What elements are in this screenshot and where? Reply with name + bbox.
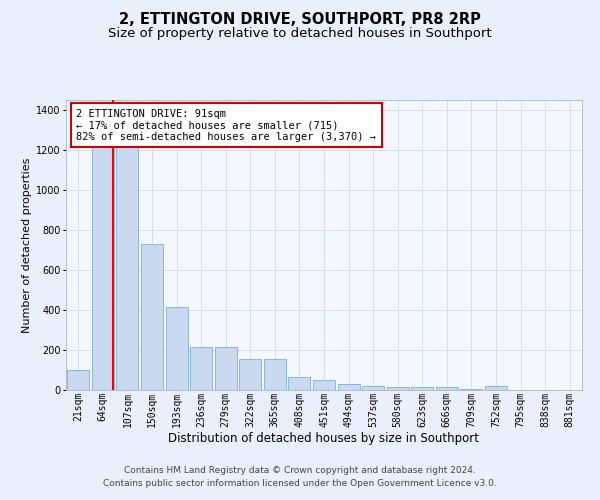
Bar bbox=[92, 146, 114, 390]
X-axis label: Distribution of detached houses by size in Southport: Distribution of detached houses by size … bbox=[169, 432, 479, 445]
Bar bbox=[338, 384, 359, 390]
Bar bbox=[289, 377, 310, 390]
Bar bbox=[313, 380, 335, 390]
Text: Contains HM Land Registry data © Crown copyright and database right 2024.
Contai: Contains HM Land Registry data © Crown c… bbox=[103, 466, 497, 487]
Bar bbox=[362, 386, 384, 390]
Bar bbox=[264, 359, 286, 390]
Bar bbox=[460, 389, 482, 390]
Bar bbox=[166, 307, 188, 390]
Bar bbox=[411, 387, 433, 390]
Bar bbox=[386, 387, 409, 390]
Bar bbox=[436, 387, 458, 390]
Bar bbox=[239, 359, 262, 390]
Bar bbox=[67, 370, 89, 390]
Bar bbox=[485, 386, 507, 390]
Bar bbox=[116, 146, 139, 390]
Text: 2 ETTINGTON DRIVE: 91sqm
← 17% of detached houses are smaller (715)
82% of semi-: 2 ETTINGTON DRIVE: 91sqm ← 17% of detach… bbox=[76, 108, 376, 142]
Y-axis label: Number of detached properties: Number of detached properties bbox=[22, 158, 32, 332]
Bar bbox=[141, 244, 163, 390]
Bar bbox=[215, 347, 237, 390]
Bar bbox=[190, 347, 212, 390]
Text: 2, ETTINGTON DRIVE, SOUTHPORT, PR8 2RP: 2, ETTINGTON DRIVE, SOUTHPORT, PR8 2RP bbox=[119, 12, 481, 28]
Text: Size of property relative to detached houses in Southport: Size of property relative to detached ho… bbox=[108, 28, 492, 40]
